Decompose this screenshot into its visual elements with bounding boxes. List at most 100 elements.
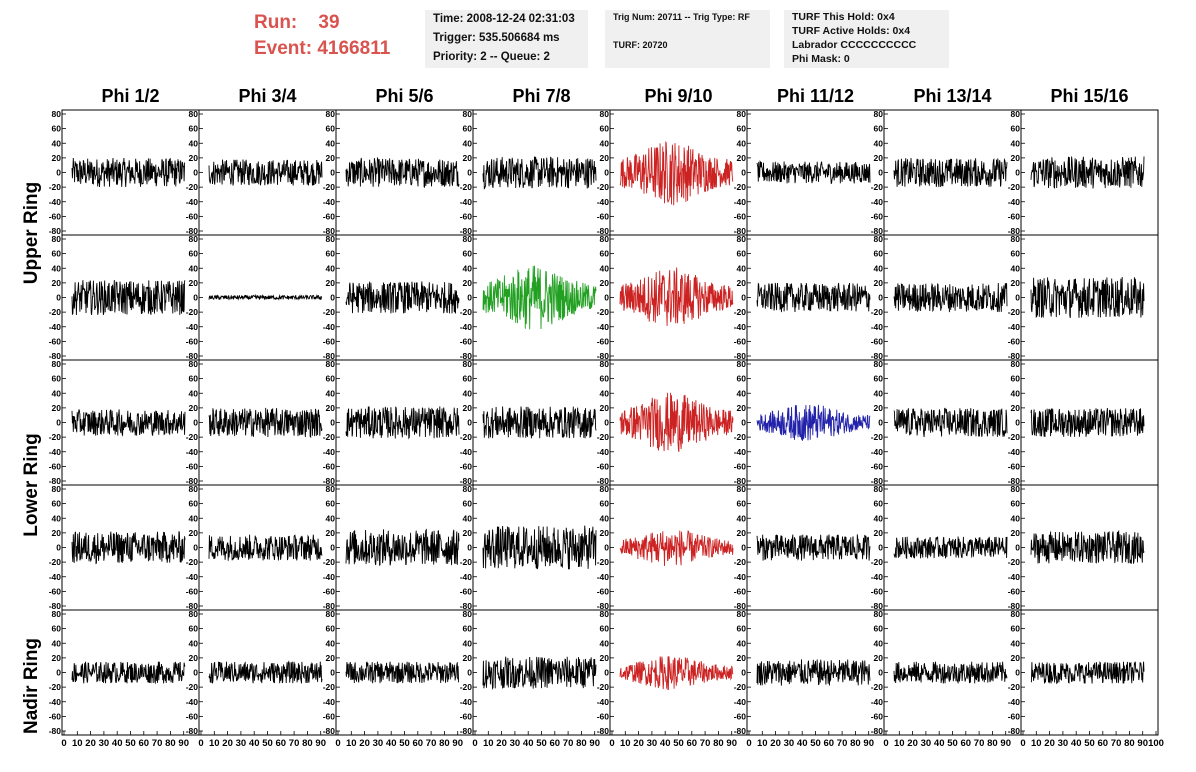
y-tick-label: 20 <box>1011 278 1021 288</box>
y-tick-label: 20 <box>600 153 610 163</box>
y-tick-label: -60 <box>1008 211 1021 221</box>
waveform-trace <box>893 282 1008 313</box>
y-tick-label: 20 <box>1011 528 1021 538</box>
y-tick-label: -20 <box>49 432 62 442</box>
x-tick-label: 10 <box>209 738 220 749</box>
event-label: Event: <box>254 38 313 59</box>
x-tick-label: 50 <box>536 738 547 749</box>
x-tick-label: 90 <box>589 738 600 749</box>
y-tick-label: -20 <box>1008 557 1021 567</box>
y-tick-label: 60 <box>737 249 747 259</box>
y-tick-label: -40 <box>49 322 62 332</box>
y-tick-label: -40 <box>734 572 747 582</box>
y-tick-label: 80 <box>52 109 62 119</box>
y-tick-label: 40 <box>600 138 610 148</box>
y-tick-label: -60 <box>597 336 610 346</box>
x-tick-label: 10 <box>894 738 905 749</box>
y-tick-label: 20 <box>52 403 62 413</box>
x-tick-label: 30 <box>373 738 384 749</box>
column-header: Phi 1/2 <box>101 86 160 106</box>
column-header: Phi 5/6 <box>375 86 434 106</box>
y-tick-label: -60 <box>49 711 62 721</box>
waveform-trace <box>345 156 460 188</box>
y-tick-label: 60 <box>737 499 747 509</box>
waveform-trace <box>345 661 460 684</box>
y-tick-label: -60 <box>460 586 473 596</box>
y-tick-label: -80 <box>597 601 610 611</box>
y-tick-label: 40 <box>737 638 747 648</box>
y-tick-label: -40 <box>49 447 62 457</box>
y-tick-label: 0 <box>1015 668 1020 678</box>
y-tick-label: -60 <box>186 461 199 471</box>
y-tick-label: 20 <box>737 153 747 163</box>
y-tick-label: -40 <box>597 572 610 582</box>
y-tick-label: -20 <box>734 682 747 692</box>
y-tick-label: -80 <box>871 226 884 236</box>
y-tick-label: 20 <box>189 528 199 538</box>
y-tick-label: 20 <box>737 528 747 538</box>
waveform-trace <box>71 279 186 316</box>
y-tick-label: 80 <box>1011 109 1021 119</box>
y-tick-label: 40 <box>326 138 336 148</box>
y-tick-label: 40 <box>874 638 884 648</box>
x-tick-label: 0 <box>1020 738 1025 749</box>
x-tick-label: 0 <box>61 738 66 749</box>
y-tick-label: 40 <box>189 513 199 523</box>
y-tick-label: 0 <box>467 293 472 303</box>
y-tick-label: 60 <box>326 124 336 134</box>
x-tick-label: 80 <box>439 738 450 749</box>
y-tick-label: -20 <box>186 557 199 567</box>
y-tick-label: -20 <box>49 307 62 317</box>
x-tick-label: 70 <box>700 738 711 749</box>
y-tick-label: -20 <box>323 682 336 692</box>
y-tick-label: 20 <box>189 278 199 288</box>
y-tick-label: -20 <box>734 557 747 567</box>
y-tick-label: 80 <box>737 609 747 619</box>
y-tick-label: 40 <box>737 138 747 148</box>
y-tick-label: 80 <box>874 609 884 619</box>
y-tick-label: 80 <box>874 484 884 494</box>
run-event-info: Run: 39 Event: 4166811 <box>254 10 390 62</box>
y-tick-label: 80 <box>189 109 199 119</box>
event-row: Event: 4166811 <box>254 36 390 62</box>
x-tick-label: 10 <box>483 738 494 749</box>
y-tick-label: 80 <box>189 609 199 619</box>
x-tick-label: 0 <box>335 738 340 749</box>
y-tick-label: -40 <box>49 572 62 582</box>
y-tick-label: -40 <box>871 572 884 582</box>
y-tick-label: -40 <box>734 322 747 332</box>
y-tick-label: 60 <box>463 374 473 384</box>
y-tick-label: 60 <box>463 124 473 134</box>
y-tick-label: -20 <box>323 432 336 442</box>
y-tick-label: 80 <box>1011 359 1021 369</box>
x-tick-label: 20 <box>1044 738 1055 749</box>
y-tick-label: -80 <box>323 476 336 486</box>
y-tick-label: 0 <box>878 418 883 428</box>
x-tick-label: 60 <box>1098 738 1109 749</box>
x-tick-label: 40 <box>249 738 260 749</box>
y-tick-label: 60 <box>874 124 884 134</box>
y-tick-label: -40 <box>460 447 473 457</box>
y-tick-label: 0 <box>193 168 198 178</box>
y-tick-label: -20 <box>597 307 610 317</box>
event-value: 4166811 <box>317 38 391 59</box>
x-tick-label: 30 <box>510 738 521 749</box>
y-tick-label: -80 <box>734 726 747 736</box>
waveform-trace <box>1030 407 1145 437</box>
y-tick-label: 80 <box>1011 484 1021 494</box>
y-tick-label: 40 <box>600 263 610 273</box>
y-tick-label: 0 <box>878 668 883 678</box>
y-tick-label: -20 <box>597 432 610 442</box>
y-tick-label: -80 <box>49 226 62 236</box>
y-tick-label: 80 <box>463 484 473 494</box>
y-tick-label: -20 <box>186 307 199 317</box>
y-tick-label: 80 <box>1011 609 1021 619</box>
y-tick-label: -80 <box>871 351 884 361</box>
y-tick-label: 40 <box>52 138 62 148</box>
y-tick-label: 0 <box>1015 418 1020 428</box>
y-tick-label: 80 <box>326 484 336 494</box>
y-tick-label: -20 <box>460 432 473 442</box>
y-tick-label: -20 <box>186 682 199 692</box>
y-tick-label: 60 <box>1011 124 1021 134</box>
y-tick-label: 60 <box>189 249 199 259</box>
